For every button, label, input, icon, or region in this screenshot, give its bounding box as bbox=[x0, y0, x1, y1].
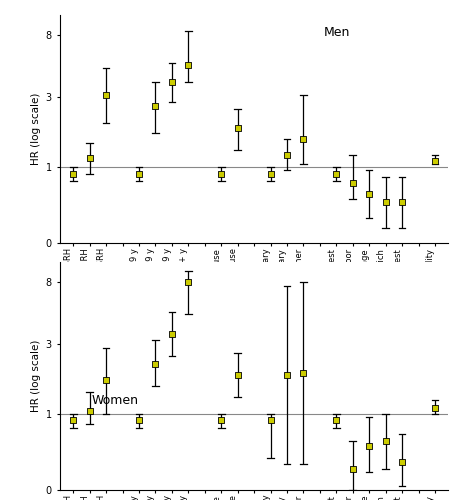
Point bbox=[365, 442, 373, 450]
Point bbox=[69, 170, 77, 177]
Point bbox=[86, 154, 93, 162]
Text: Women: Women bbox=[91, 394, 138, 407]
Point bbox=[398, 458, 406, 466]
Point bbox=[283, 370, 291, 378]
Point bbox=[168, 330, 176, 338]
Point bbox=[185, 61, 192, 69]
Point bbox=[432, 157, 439, 165]
Point bbox=[234, 370, 241, 378]
Point bbox=[168, 78, 176, 86]
Point bbox=[333, 170, 340, 177]
Point bbox=[103, 376, 110, 384]
Point bbox=[152, 102, 159, 110]
Point bbox=[218, 170, 225, 177]
Point bbox=[283, 152, 291, 160]
Point bbox=[300, 135, 307, 143]
Point bbox=[333, 416, 340, 424]
Point bbox=[103, 92, 110, 100]
Text: Men: Men bbox=[324, 26, 350, 40]
Point bbox=[398, 198, 406, 205]
Y-axis label: HR (log scale): HR (log scale) bbox=[31, 93, 42, 166]
Y-axis label: HR (log scale): HR (log scale) bbox=[31, 340, 42, 412]
Point bbox=[135, 416, 143, 424]
Point bbox=[365, 190, 373, 198]
Point bbox=[135, 170, 143, 177]
Point bbox=[382, 437, 389, 445]
Point bbox=[152, 360, 159, 368]
Point bbox=[349, 179, 357, 187]
Point bbox=[86, 406, 93, 414]
Point bbox=[300, 369, 307, 377]
Point bbox=[267, 170, 274, 177]
Point bbox=[267, 416, 274, 424]
Point bbox=[185, 278, 192, 286]
Point bbox=[382, 198, 389, 205]
Point bbox=[69, 416, 77, 424]
Point bbox=[218, 416, 225, 424]
Point bbox=[349, 464, 357, 472]
Point bbox=[234, 124, 241, 132]
Point bbox=[432, 404, 439, 411]
